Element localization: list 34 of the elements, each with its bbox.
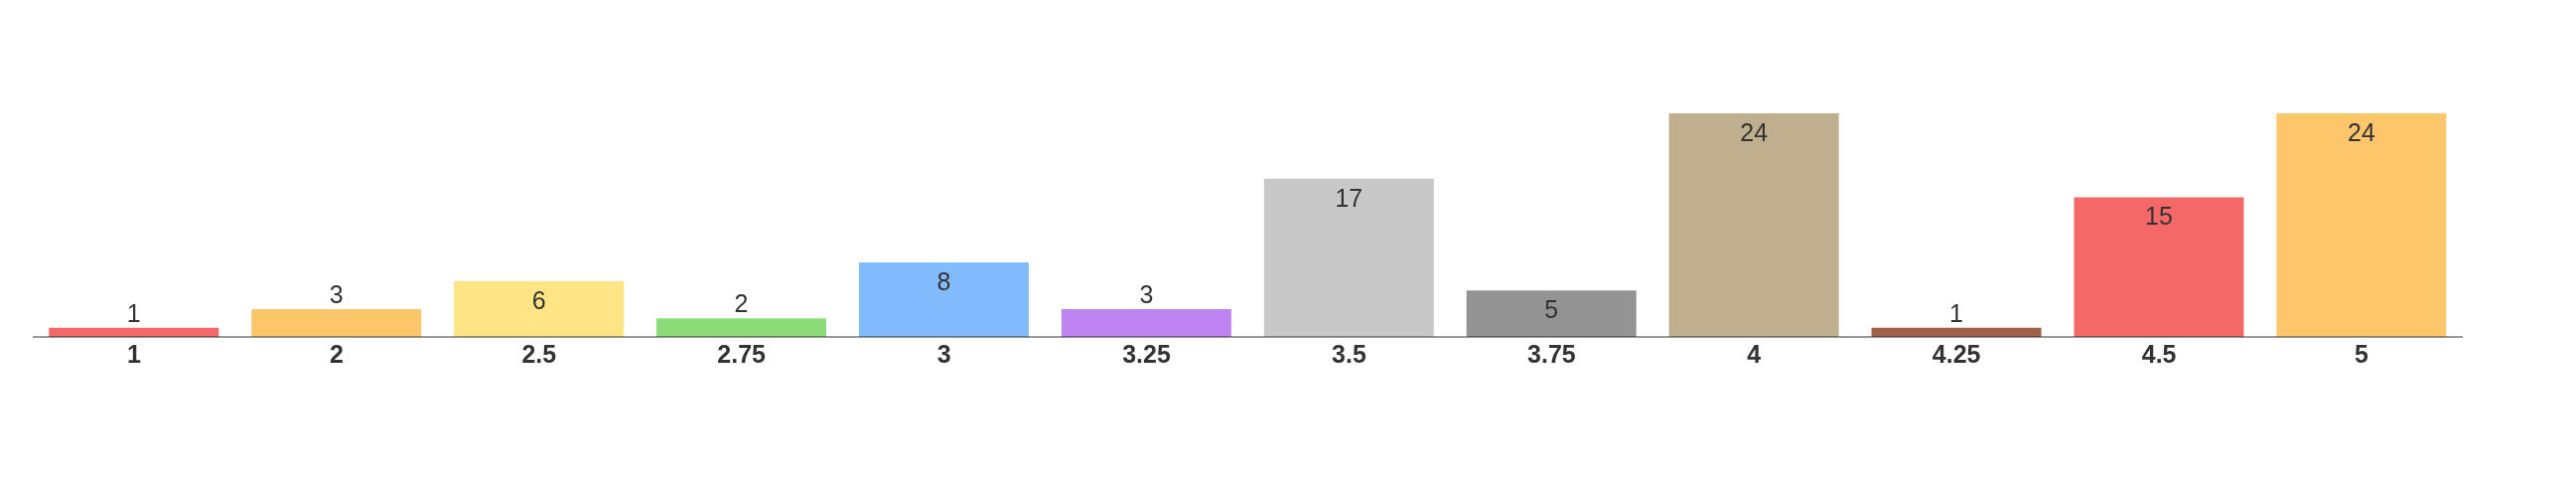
bar [858, 262, 1029, 337]
x-tick-label: 3.75 [1527, 339, 1576, 368]
data-label: 1 [1949, 298, 1964, 327]
data-label: 8 [936, 267, 951, 295]
x-tick-label: 1 [127, 339, 142, 368]
x-tick-label: 5 [2355, 339, 2369, 368]
x-tick-label: 2 [329, 339, 344, 368]
bar [656, 318, 827, 337]
bar [1466, 290, 1637, 337]
data-label: 17 [1335, 183, 1363, 212]
data-label: 3 [1139, 279, 1154, 308]
x-tick-label: 2.5 [521, 339, 557, 368]
bar [251, 308, 422, 337]
data-label: 24 [2347, 118, 2375, 146]
bar [454, 280, 625, 337]
bar [1061, 308, 1231, 337]
data-label: 6 [531, 285, 546, 314]
bar [2074, 197, 2244, 337]
bar [1263, 178, 1434, 337]
bar [1668, 113, 1839, 337]
data-label: 2 [734, 289, 749, 318]
data-label: 3 [329, 279, 344, 308]
bar [2276, 113, 2447, 337]
x-tick-label: 4 [1747, 339, 1762, 368]
data-label: 24 [1740, 118, 1769, 146]
x-tick-label: 4.25 [1932, 339, 1981, 368]
x-tick-label: 2.75 [717, 339, 767, 368]
data-label: 5 [1544, 295, 1559, 324]
x-tick-label: 3.5 [1332, 339, 1366, 368]
x-tick-label: 4.5 [2141, 339, 2177, 368]
x-tick-label: 3.25 [1122, 339, 1171, 368]
data-label: 15 [2145, 202, 2173, 231]
data-label: 1 [126, 298, 141, 327]
x-tick-label: 3 [936, 339, 951, 368]
